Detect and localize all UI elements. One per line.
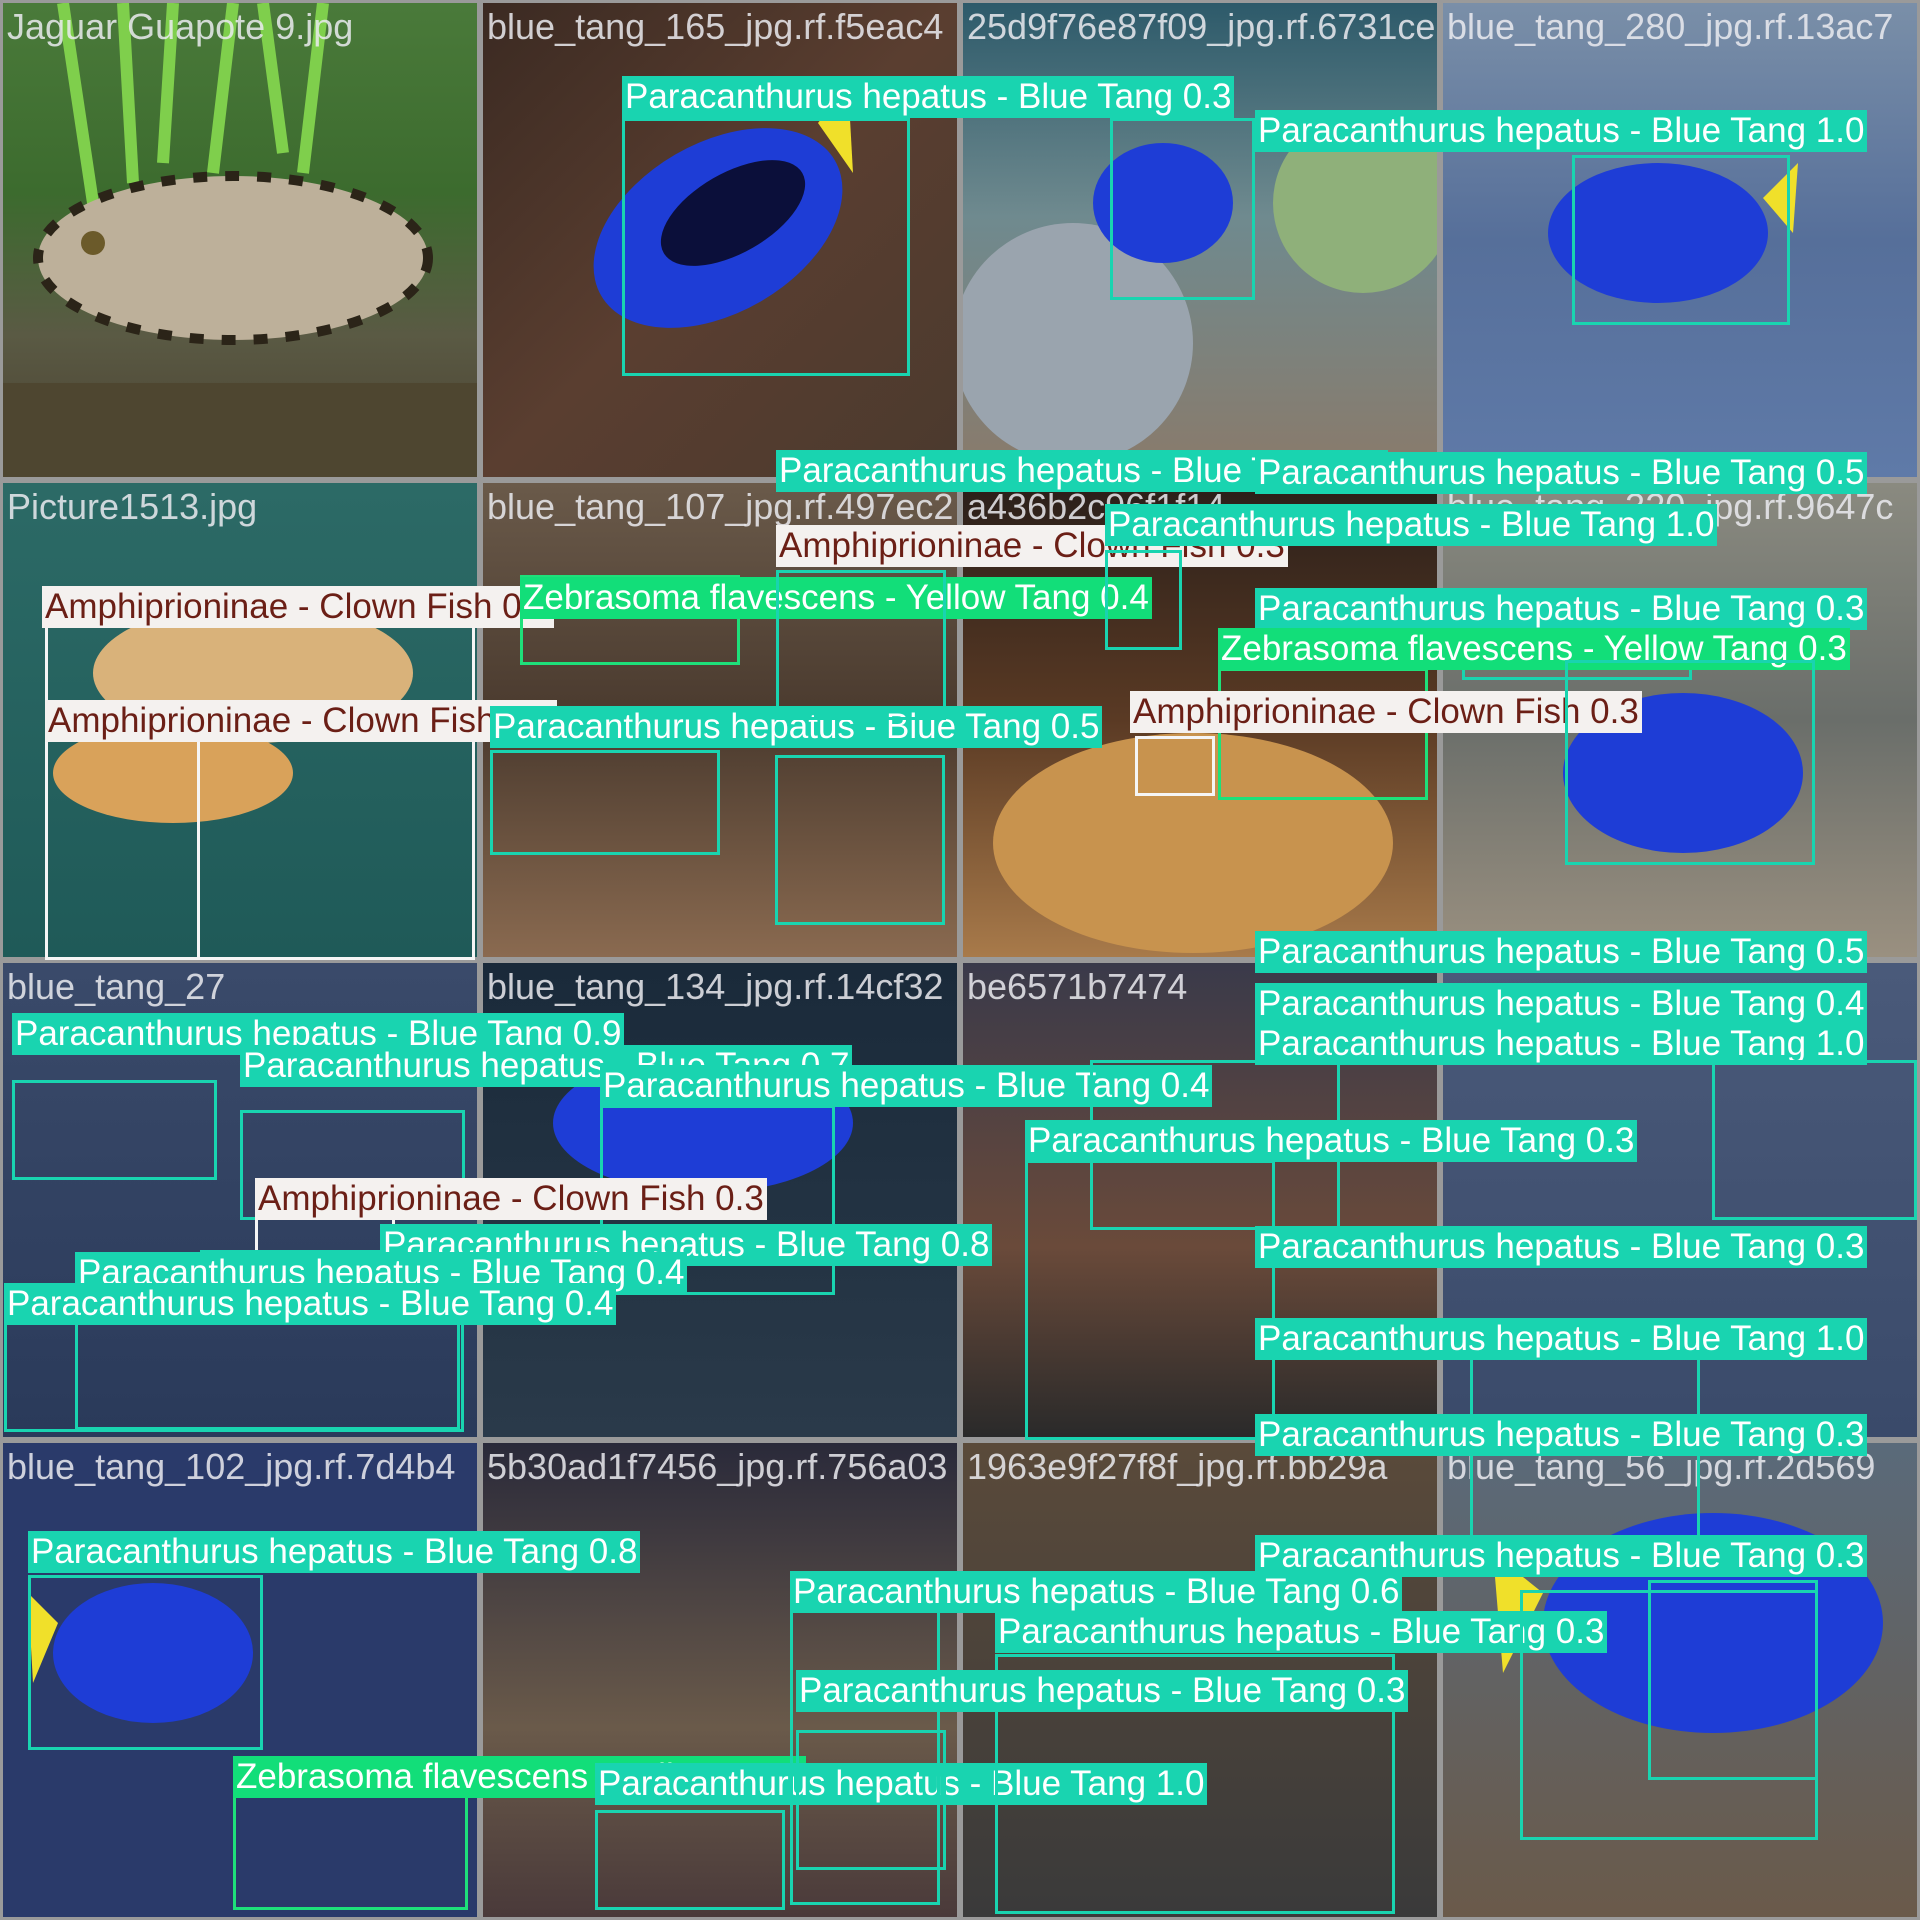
- image-tile: Jaguar Guapote 9.jpg: [0, 0, 480, 480]
- detection-box: [622, 118, 910, 376]
- detection-label: Paracanthurus hepatus - Blue Tang 1.0: [595, 1763, 1208, 1805]
- detection-box: [4, 1320, 464, 1432]
- detection-box: [595, 1810, 785, 1910]
- detection-label: Paracanthurus hepatus - Blue Tang 0.3: [1255, 588, 1868, 630]
- detection-label: Amphiprioninae - Clown Fish 0.3: [45, 700, 557, 742]
- detection-label: Paracanthurus hepatus - Blue Tang 1.0: [1105, 504, 1718, 546]
- detection-box: [45, 710, 200, 960]
- detection-label: Paracanthurus hepatus - Blue Tang 0.3: [1255, 1226, 1868, 1268]
- detection-label: Amphiprioninae - Clown Fish 0.3: [255, 1178, 767, 1220]
- detection-box: [1648, 1580, 1818, 1780]
- detection-label: Paracanthurus hepatus - Blue Tang 0.3: [1025, 1120, 1638, 1162]
- detection-box: [28, 1575, 263, 1750]
- anemone-image: [993, 733, 1393, 953]
- detection-label: Paracanthurus hepatus - Blue Tang 1.0: [1255, 1023, 1868, 1065]
- detection-box: [520, 575, 740, 665]
- detection-label: Paracanthurus hepatus - Blue Tang 0.3: [622, 76, 1235, 118]
- coral-reef-image: [963, 113, 1437, 463]
- blue-tang-image: [1563, 693, 1803, 853]
- detection-label: Paracanthurus hepatus - Blue Tang 0.3: [1255, 1535, 1868, 1577]
- detection-box: [1110, 118, 1255, 300]
- detection-box: [796, 1730, 946, 1870]
- aquarium-fish-image: [3, 3, 477, 477]
- detection-label: Paracanthurus hepatus - Blue Tang 0.4: [600, 1065, 1213, 1107]
- detection-box: [12, 1080, 217, 1180]
- image-filename: be6571b7474: [967, 966, 1188, 1007]
- detection-box: [1105, 550, 1182, 650]
- blue-tang-image: [28, 1583, 253, 1723]
- detection-box: [775, 755, 945, 925]
- detection-label: Paracanthurus hepatus - Blue Tang 0.3: [796, 1670, 1409, 1712]
- detection-box: [1712, 1060, 1917, 1220]
- detection-box: [1572, 155, 1790, 325]
- detection-label: Paracanthurus hepatus - Blue Tang 1.0: [1255, 110, 1868, 152]
- detection-label: Amphiprioninae - Clown Fish 0.3: [42, 586, 554, 628]
- detection-box: [776, 570, 946, 720]
- image-filename: 5b30ad1f7456_jpg.rf.756a03: [487, 1446, 948, 1487]
- image-filename: blue_tang_27: [7, 966, 226, 1007]
- detection-label: Paracanthurus hepatus - Blue Tang 0.4: [1255, 983, 1868, 1025]
- detection-box: [490, 750, 720, 855]
- detection-label: Paracanthurus hepatus - Blue Tang 0.3: [1255, 1414, 1868, 1456]
- detection-label: Paracanthurus hepatus - Blue Tang 0.4: [4, 1283, 617, 1325]
- detection-label: Paracanthurus hepatus - Blue Tang 0.5: [490, 706, 1103, 748]
- detection-box: [1565, 660, 1815, 865]
- detection-box: [1025, 1160, 1275, 1440]
- detection-label: Paracanthurus hepatus - Blue Tang 0.8: [28, 1531, 641, 1573]
- detection-box: [1218, 668, 1428, 800]
- detection-box: [1135, 736, 1215, 796]
- image-tile: blue_tang_280_jpg.rf.13ac7: [1440, 0, 1920, 480]
- detection-box: [995, 1654, 1395, 1914]
- detection-label: Paracanthurus hepatus - Blue Tang 1.0: [1255, 1318, 1868, 1360]
- detection-label: Paracanthurus hepatus - Blue Tang 0.3: [995, 1611, 1608, 1653]
- detection-label: Paracanthurus hepatus - Blue Tang 0.6: [790, 1571, 1403, 1613]
- detection-label: Paracanthurus hepatus - Blue Tang 0.5: [1255, 452, 1868, 494]
- detection-label: Zebrasoma flavescens - Yellow Tang 0.4: [520, 577, 1152, 619]
- detection-label: Paracanthurus hepatus - Blue Tang 0.5: [1255, 931, 1868, 973]
- detection-label: Amphiprioninae - Clown Fish 0.3: [1130, 691, 1642, 733]
